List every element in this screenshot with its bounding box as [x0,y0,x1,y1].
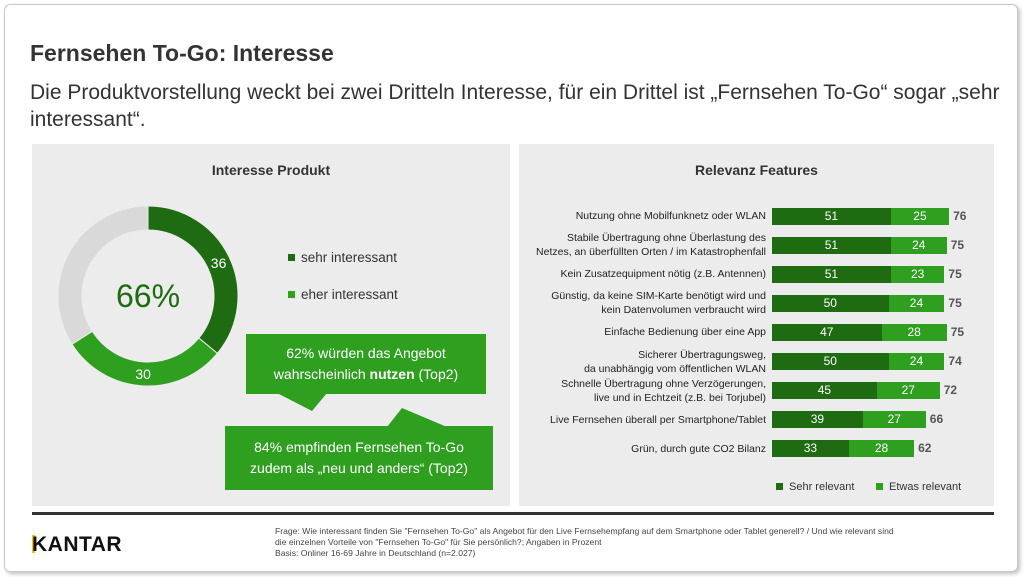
bar-total: 75 [950,237,965,252]
donut-slice-nicht-interessiert [57,205,149,345]
bar-etwas-relevant: 23 [890,265,945,283]
legend-swatch-light [876,482,883,490]
legend-sehr-interessant: sehr interessant [288,250,397,265]
features-panel-title: Relevanz Features [695,162,818,178]
bar-total: 76 [953,208,967,223]
bar-total: 72 [943,383,958,398]
footnote-line: Frage: Wie interessant finden Sie "Ferns… [275,526,894,536]
legend-label: Sehr relevant [789,481,855,493]
bar-etwas-relevant: 24 [888,294,945,312]
bar-etwas-relevant: 27 [862,411,926,429]
bar-sehr-relevant: 47 [772,323,882,341]
interest-panel: Interesse Produkt 36 30 66% sehr interessa… [32,144,510,506]
donut-center-value: 66% [116,278,180,314]
bar-total: 74 [948,354,962,368]
bar-total: 75 [948,295,962,310]
features-bar-chart: Nutzung ohne Mobilfunknetz oder WLAN 51 25… [519,144,994,506]
bar-etwas-relevant: 28 [848,440,915,458]
legend-label: eher interessant [301,287,398,302]
feature-label: Sicherer Übertragungsweg, da unabhängig v… [584,348,766,375]
legend-swatch-dark [288,253,295,261]
kantar-logo: KANTAR [32,533,123,556]
bar-sehr-relevant: 45 [772,382,877,400]
legend-label: sehr interessant [301,250,398,265]
legend-swatch-light [288,290,295,298]
bar-total: 75 [948,266,962,281]
page-subtitle: Die Produktvorstellung weckt bei zwei Dr… [30,81,1000,131]
footnote-line: Basis: Onliner 16-69 Jahre in Deutschlan… [275,548,476,558]
footnote: Frage: Wie interessant finden Sie "Ferns… [275,526,915,559]
callout-novelty: 84% empfinden Fernsehen To-Go zudem als … [225,426,493,490]
legend-etwas-relevant: Etwas relevant [876,481,961,493]
feature-label: Grün, durch gute CO2 Bilanz [631,442,766,455]
bar-etwas-relevant: 24 [890,236,947,254]
bar-etwas-relevant: 27 [876,382,940,400]
callout-usage-line1: 62% würden das Angebot [286,345,446,361]
bar-etwas-relevant: 24 [888,353,945,370]
bar-total: 75 [950,324,965,339]
footer-divider [32,512,994,515]
legend-label: Etwas relevant [889,481,962,493]
bar-sehr-relevant: 50 [772,294,889,312]
donut-data-label: 36 [211,255,227,271]
bar-total: 62 [918,441,932,456]
feature-label: Live Fernsehen überall per Smartphone/Ta… [550,413,766,426]
callout-usage: 62% würden das Angebot wahrscheinlich nu… [246,334,486,394]
bar-sehr-relevant: 51 [772,265,891,283]
feature-label: Günstig, da keine SIM-Karte benötigt wir… [551,290,766,317]
bar-sehr-relevant: 51 [772,207,891,225]
footnote-line: die einzelnen Vorteile von "Fernsehen To… [275,537,602,547]
interest-panel-title: Interesse Produkt [211,162,331,178]
feature-label: Kein Zusatzequipment nötig (z.B. Antenne… [560,268,766,281]
bar-sehr-relevant: 33 [772,440,849,458]
callout-usage-pointer [277,393,327,411]
callout-novelty-line2: zudem als „neu und anders“ (Top2) [250,460,468,476]
legend-sehr-relevant: Sehr relevant [776,481,854,493]
bar-etwas-relevant: 25 [890,207,950,225]
callout-usage-line2: wahrscheinlich nutzen (Top2) [273,366,459,382]
bar-total: 66 [929,412,944,427]
legend-swatch-dark [776,482,783,490]
bar-sehr-relevant: 39 [772,411,863,429]
donut-data-label: 30 [135,366,151,382]
feature-label: Nutzung ohne Mobilfunknetz oder WLAN [575,210,766,222]
logo-accent [32,535,35,553]
callout-novelty-line1: 84% empfinden Fernsehen To-Go [254,439,464,455]
feature-label: Stabile Übertragung ohne Überlastung des… [536,232,766,259]
page-title: Fernsehen To-Go: Interesse [30,40,334,66]
feature-label: Schnelle Übertragung ohne Verzögerungen,… [561,377,766,404]
features-panel: Relevanz Features Nutzung ohne Mobilfunk… [519,144,994,506]
callout-novelty-pointer [387,408,447,427]
feature-label: Einfache Bedienung über eine App [604,326,766,339]
bar-sehr-relevant: 51 [772,236,891,254]
bar-sehr-relevant: 50 [772,353,889,370]
donut-chart: 36 30 66% [57,205,239,387]
bar-etwas-relevant: 28 [881,323,947,341]
legend-eher-interessant: eher interessant [288,287,398,302]
